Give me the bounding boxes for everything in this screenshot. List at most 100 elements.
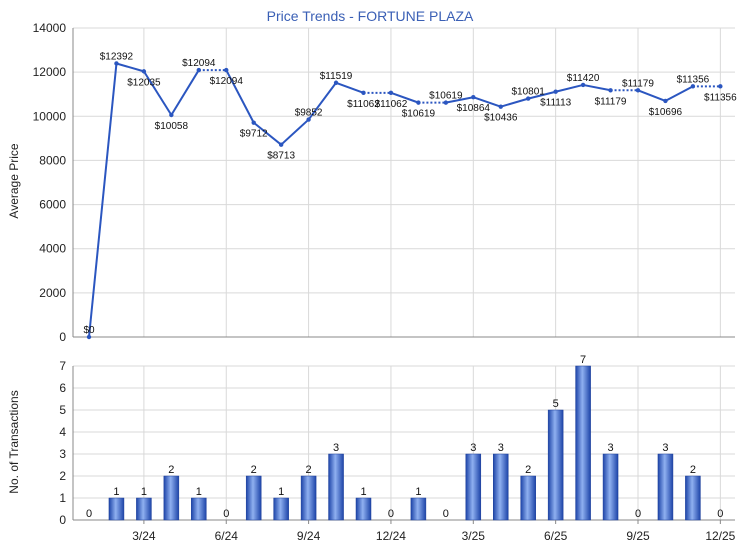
price-point xyxy=(196,67,201,73)
transaction-bar xyxy=(520,475,536,521)
price-point xyxy=(278,142,284,147)
transaction-count-label: 1 xyxy=(196,486,202,498)
transactions-data-labels: 0 1 1 2 1 0 2 1 2 3 1 0 1 0 3 3 2 5 7 3 0 3 2 0 xyxy=(86,354,723,520)
transaction-count-label: 2 xyxy=(251,464,257,476)
price-point xyxy=(306,117,311,122)
price-data-label: $12094 xyxy=(182,58,216,69)
transaction-count-label: 1 xyxy=(415,486,421,498)
transaction-bar xyxy=(328,453,344,521)
price-data-label: $10864 xyxy=(457,103,491,114)
transactions-series xyxy=(108,365,701,521)
price-point xyxy=(388,90,394,96)
price-data-label: $9852 xyxy=(295,108,323,119)
price-point xyxy=(718,84,723,89)
x-tick-label: 3/25 xyxy=(462,529,486,543)
price-data-labels: $0 $12392 $12035 $10058 $12094 $12094 $9712 $87… xyxy=(83,51,737,336)
price-data-label: $11356 xyxy=(677,74,710,85)
price-line-segment xyxy=(555,83,584,93)
price-data-label: $11356 xyxy=(704,92,737,103)
x-tick-label: 9/24 xyxy=(297,529,321,543)
price-data-label: $11113 xyxy=(540,98,572,109)
price-y-tick-label: 0 xyxy=(59,330,66,344)
price-point xyxy=(663,98,668,104)
price-point xyxy=(361,90,366,96)
transaction-bar xyxy=(300,475,317,521)
transaction-count-label: 1 xyxy=(278,486,284,498)
transaction-count-label: 7 xyxy=(580,354,586,366)
price-point xyxy=(443,100,449,105)
transaction-bar xyxy=(245,475,262,521)
price-line-segment xyxy=(225,69,255,124)
transaction-bar xyxy=(355,497,372,521)
price-point xyxy=(498,104,503,109)
chart-title: Price Trends - FORTUNE PLAZA xyxy=(267,8,474,24)
transactions-gridlines xyxy=(72,365,735,521)
price-line-segment xyxy=(116,62,145,73)
transaction-bar xyxy=(685,475,701,521)
transaction-bar xyxy=(602,453,619,521)
price-point xyxy=(224,67,229,73)
price-data-label: $0 xyxy=(83,325,95,336)
price-data-label: $10619 xyxy=(429,91,463,102)
price-point xyxy=(635,88,641,93)
transaction-count-label: 0 xyxy=(717,508,723,520)
transaction-bar xyxy=(163,475,180,521)
price-y-tick-label: 2000 xyxy=(39,286,66,300)
transaction-bar xyxy=(273,497,289,521)
price-line-segment xyxy=(637,89,666,102)
price-data-label: $11062 xyxy=(347,99,380,110)
transaction-count-label: 3 xyxy=(662,442,668,454)
transaction-count-label: 0 xyxy=(635,508,641,520)
price-gridlines xyxy=(72,27,735,338)
price-data-label: $10619 xyxy=(402,109,436,120)
transactions-y-tick-label: 7 xyxy=(59,359,66,373)
price-y-axis-label: Average Price xyxy=(7,143,21,218)
price-point xyxy=(526,96,531,101)
price-line-segment xyxy=(253,121,282,146)
price-line-segment xyxy=(143,70,173,116)
price-data-label: $11179 xyxy=(595,96,627,107)
price-y-tick-label: 12000 xyxy=(33,65,67,79)
transactions-y-tick-label: 4 xyxy=(59,425,66,439)
transaction-bar xyxy=(191,497,207,521)
transaction-count-label: 0 xyxy=(443,508,449,520)
x-ticks: 3/24 6/24 9/24 12/24 3/25 6/25 9/25 12/25 xyxy=(132,520,736,543)
x-tick-label: 3/24 xyxy=(132,529,156,543)
price-point xyxy=(169,112,174,118)
transaction-count-label: 0 xyxy=(388,508,394,520)
price-point xyxy=(416,100,421,105)
price-line-segment xyxy=(500,97,529,108)
price-data-label: $10058 xyxy=(155,121,189,132)
price-line-segment xyxy=(582,83,611,92)
transaction-count-label: 0 xyxy=(223,508,229,520)
price-data-label: $11420 xyxy=(567,73,600,84)
price-data-label: $11519 xyxy=(320,71,353,82)
price-y-tick-label: 14000 xyxy=(33,21,67,35)
price-data-label: $10436 xyxy=(484,113,518,124)
transactions-y-tick-label: 1 xyxy=(59,491,66,505)
transactions-y-tick-label: 6 xyxy=(59,381,66,395)
transaction-count-label: 1 xyxy=(141,486,147,498)
transactions-y-ticks: 0 1 2 3 4 5 6 7 xyxy=(59,359,66,527)
transaction-count-label: 2 xyxy=(525,464,531,476)
price-line-segment xyxy=(335,81,364,94)
x-tick-label: 6/24 xyxy=(215,529,239,543)
transaction-count-label: 3 xyxy=(333,442,339,454)
price-y-ticks: 0 2000 4000 6000 8000 10000 12000 14000 xyxy=(33,21,67,344)
price-series xyxy=(86,61,723,340)
transactions-y-tick-label: 5 xyxy=(59,403,66,417)
price-point xyxy=(580,82,586,88)
transaction-bar xyxy=(465,453,482,521)
price-line-segment xyxy=(390,91,419,104)
transactions-y-tick-label: 3 xyxy=(59,447,66,461)
transaction-count-label: 0 xyxy=(86,508,92,520)
transaction-bar xyxy=(410,497,427,521)
price-y-tick-label: 8000 xyxy=(39,153,66,167)
transaction-count-label: 1 xyxy=(113,486,119,498)
price-line-segment xyxy=(664,85,694,102)
price-point xyxy=(86,334,92,340)
price-data-label: $12035 xyxy=(127,77,161,88)
price-point xyxy=(251,120,256,125)
transactions-y-tick-label: 0 xyxy=(59,513,66,527)
price-y-tick-label: 4000 xyxy=(39,242,66,256)
